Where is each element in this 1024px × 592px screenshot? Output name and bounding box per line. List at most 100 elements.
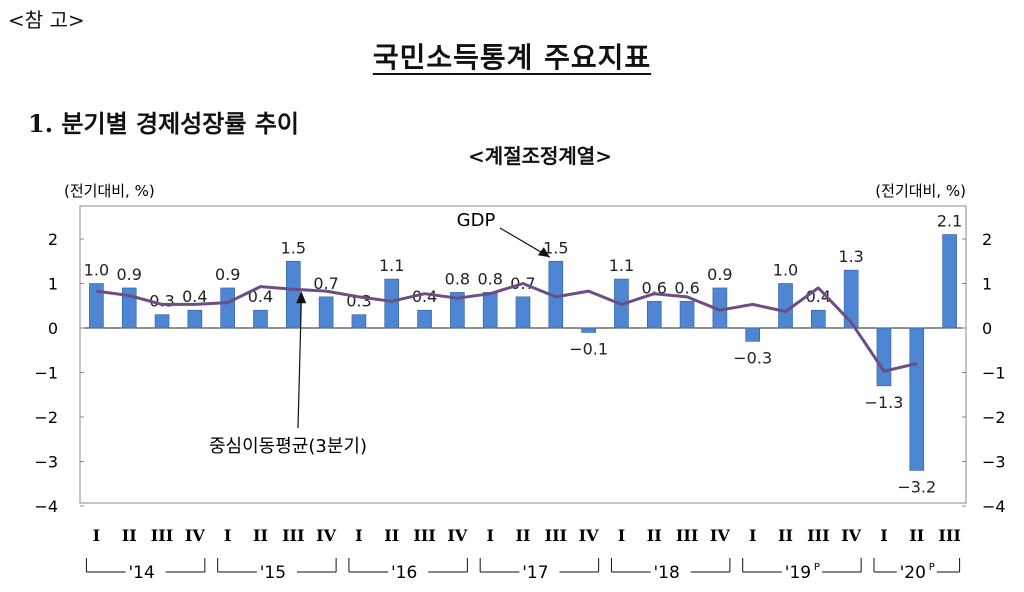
gdp-bar [384,278,400,329]
year-label: '16 [391,563,417,583]
quarter-label: II [909,526,924,545]
gdp-bar [876,327,892,387]
gdp-value-label: 1.3 [838,247,863,266]
quarter-label: II [516,526,531,545]
left-tick-label: 2 [48,230,58,249]
ma-annotation-arrow [297,301,302,429]
quarter-label: III [282,526,304,545]
right-tick-label: −1 [982,364,1006,383]
year-label: '20 [900,563,926,583]
left-tick-label: −3 [34,453,58,472]
gdp-value-label: 1.0 [84,261,109,280]
year-label: '17 [522,563,548,583]
quarter-label: IV [316,526,336,545]
plot-frame [79,205,967,504]
quarter-label: II [122,526,137,545]
section-title: 1. 분기별 경제성장률 추이 [28,109,299,138]
year-preliminary-mark: P [814,562,820,573]
gdp-annotation-label: GDP [457,210,496,231]
gdp-value-label: 1.0 [773,261,798,280]
gdp-value-label: 0.6 [674,278,699,297]
year-label: '15 [260,563,286,583]
quarter-label: I [618,526,625,545]
quarter-label: IV [447,526,467,545]
reference-label: <참 고> [8,8,85,32]
left-tick-label: −2 [34,408,58,427]
left-tick-label: 1 [48,275,58,294]
right-tick-label: 1 [982,275,992,294]
right-tick-label: 0 [982,319,992,338]
year-label: '14 [128,563,154,583]
year-label: '19 [785,563,811,583]
gdp-bar [450,292,465,329]
quarter-label: I [224,526,231,545]
gdp-bar [154,314,170,329]
quarter-label: IV [710,526,730,545]
page-title: 국민소득통계 주요지표 [0,36,1024,76]
right-tick-label: −2 [982,408,1006,427]
right-tick-label: −3 [982,453,1006,472]
gdp-value-label: 0.9 [215,265,240,284]
quarter-label: III [676,526,698,545]
gdp-value-label: 0.4 [412,287,437,306]
left-axis-unit: (전기대비, %) [64,182,155,200]
right-tick-label: −4 [982,497,1006,516]
gdp-value-label: 0.6 [642,278,667,297]
gdp-value-label: 0.4 [248,287,273,306]
gdp-value-label: 0.9 [116,265,141,284]
gdp-value-label: 0.8 [477,269,502,288]
quarter-label: IV [841,526,861,545]
year-label: '18 [654,563,680,583]
gdp-value-label: 2.1 [937,212,962,231]
quarter-label: III [807,526,829,545]
gdp-bar [482,292,498,329]
gdp-bar [843,269,859,329]
gdp-value-label: 1.1 [379,256,404,275]
year-preliminary-mark: P [929,562,935,573]
quarter-label: IV [185,526,205,545]
gdp-value-label: −0.3 [733,348,772,367]
gdp-bar [187,309,203,329]
gdp-bar [942,234,957,329]
gdp-bar [253,309,268,329]
quarter-label: III [151,526,173,545]
gdp-value-label: 0.8 [445,269,470,288]
gdp-bar [811,309,826,329]
quarter-label: II [647,526,662,545]
quarter-label: II [384,526,399,545]
gdp-bar [745,327,761,342]
gdp-bar [318,296,334,329]
gdp-bar [646,300,662,329]
right-tick-label: 2 [982,230,992,249]
left-tick-label: −4 [34,497,58,516]
quarter-label: II [778,526,793,545]
page-title-text: 국민소득통계 주요지표 [372,41,652,74]
gdp-value-label: 0.7 [313,274,338,293]
gdp-bar [909,327,925,471]
chart-title: <계절조정계열> [468,144,612,168]
ma-arrowhead [296,291,307,304]
gdp-bar [581,327,596,333]
left-tick-label: −1 [34,364,58,383]
gdp-bar [89,283,104,329]
quarter-label: I [486,526,493,545]
gdp-bar [285,260,301,329]
gdp-bar [220,287,235,329]
moving-average-line [96,282,918,373]
quarter-label: II [253,526,268,545]
gdp-arrowhead [537,247,550,258]
quarter-label: III [545,526,567,545]
quarter-label: IV [579,526,599,545]
quarter-label: III [938,526,960,545]
gdp-value-label: 1.1 [609,256,634,275]
left-tick-label: 0 [48,319,58,338]
quarter-label: III [413,526,435,545]
quarter-label: I [749,526,756,545]
gdp-bar [417,309,432,329]
gdp-value-label: 1.5 [281,238,306,257]
gdp-value-label: −1.3 [865,393,904,412]
quarter-label: I [93,526,100,545]
gdp-value-label: −0.1 [569,339,608,358]
right-axis-unit: (전기대비, %) [875,182,966,200]
